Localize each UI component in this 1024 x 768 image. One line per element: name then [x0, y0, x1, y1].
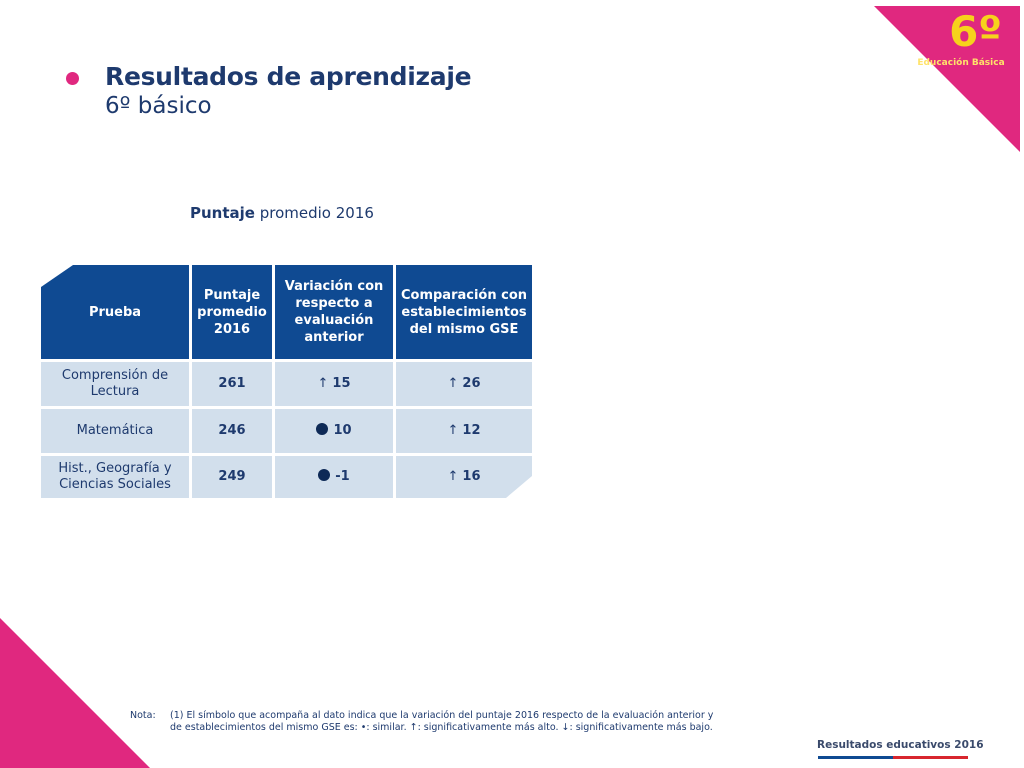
- cell-variacion: -1: [275, 456, 393, 498]
- footnote-line-1: (1) El símbolo que acompaña al dato indi…: [170, 710, 714, 721]
- header-comparacion: Comparación con establecimientos del mis…: [396, 265, 532, 359]
- cell-puntaje: 261: [192, 362, 272, 406]
- cell-prueba: Hist., Geografía y Ciencias Sociales: [41, 456, 189, 498]
- header-puntaje: Puntaje promedio 2016: [192, 265, 272, 359]
- results-table: Prueba Puntaje promedio 2016 Variación c…: [38, 262, 535, 501]
- footer-bar-blue: [818, 756, 893, 759]
- page-title: Resultados de aprendizaje: [105, 62, 472, 91]
- corner-triangle-bottom-left: [0, 618, 150, 768]
- footer-flag-bar: [818, 756, 968, 759]
- footer-label: Resultados educativos 2016: [817, 739, 984, 751]
- cell-comparacion: ↑ 16: [396, 456, 532, 498]
- grade-level: Educación Básica: [917, 58, 1005, 68]
- page-subtitle: 6º básico: [105, 93, 212, 119]
- similar-dot-icon: [316, 423, 329, 435]
- arrow-up-icon: ↑: [447, 423, 459, 438]
- similar-dot-icon: [318, 469, 331, 481]
- comparacion-value: 12: [462, 423, 481, 438]
- footnote-body: (1) El símbolo que acompaña al dato indi…: [170, 710, 820, 734]
- footnote-line-2: de establecimientos del mismo GSE es: •:…: [170, 722, 713, 733]
- comparacion-value: 26: [462, 376, 481, 391]
- table-caption-rest: promedio 2016: [254, 204, 374, 222]
- corner-triangle-top-right: [874, 6, 1020, 152]
- arrow-up-icon: ↑: [447, 469, 459, 484]
- comparacion-value: 16: [462, 469, 481, 484]
- arrow-up-icon: ↑: [447, 376, 459, 391]
- cell-puntaje: 246: [192, 409, 272, 453]
- cell-puntaje: 249: [192, 456, 272, 498]
- table-caption: Puntaje promedio 2016: [190, 204, 374, 222]
- table-row: Comprensión de Lectura 261 ↑ 15 ↑ 26: [41, 362, 532, 406]
- footer-bar-red: [893, 756, 968, 759]
- arrow-up-icon: ↑: [317, 376, 329, 391]
- table-header-row: Prueba Puntaje promedio 2016 Variación c…: [41, 265, 532, 359]
- table-row: Matemática 246 10 ↑ 12: [41, 409, 532, 453]
- table-caption-bold: Puntaje: [190, 204, 255, 222]
- cell-prueba: Matemática: [41, 409, 189, 453]
- header-prueba: Prueba: [41, 265, 189, 359]
- variacion-value: 15: [332, 376, 351, 391]
- footnote: Nota: (1) El símbolo que acompaña al dat…: [130, 710, 820, 734]
- footnote-label: Nota:: [130, 710, 156, 721]
- variacion-value: 10: [333, 423, 352, 438]
- table-row: Hist., Geografía y Ciencias Sociales 249…: [41, 456, 532, 498]
- variacion-value: -1: [335, 469, 350, 484]
- title-bullet-icon: [66, 72, 79, 85]
- cell-variacion: 10: [275, 409, 393, 453]
- cell-comparacion: ↑ 26: [396, 362, 532, 406]
- header-variacion: Variación con respecto a evaluación ante…: [275, 265, 393, 359]
- grade-number: 6º: [949, 7, 1002, 56]
- cell-variacion: ↑ 15: [275, 362, 393, 406]
- cell-prueba: Comprensión de Lectura: [41, 362, 189, 406]
- cell-comparacion: ↑ 12: [396, 409, 532, 453]
